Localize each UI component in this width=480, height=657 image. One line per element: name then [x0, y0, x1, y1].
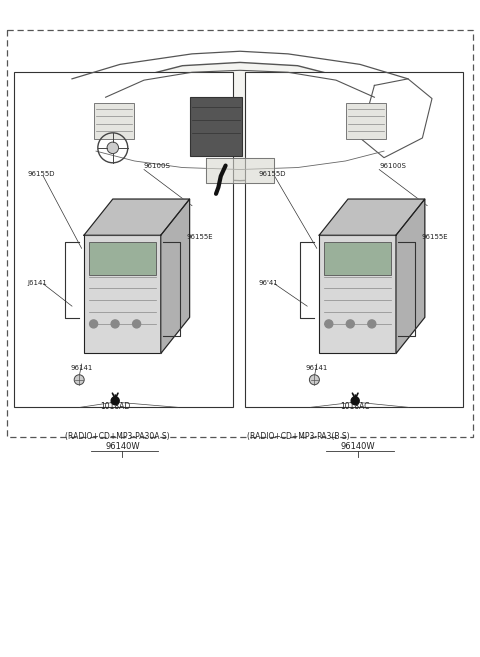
Text: 1018AC: 1018AC — [340, 401, 370, 411]
Bar — [84, 235, 161, 353]
Text: (RADIO+CD+MP3-PA30A S): (RADIO+CD+MP3-PA30A S) — [65, 432, 169, 442]
Text: J6141: J6141 — [27, 279, 47, 286]
Text: 96141: 96141 — [306, 365, 328, 371]
Text: (RADIO+CD+MP3-PA3(B S): (RADIO+CD+MP3-PA3(B S) — [247, 432, 350, 442]
Circle shape — [310, 374, 319, 385]
Polygon shape — [48, 62, 422, 181]
Text: 96140W: 96140W — [105, 442, 140, 451]
Circle shape — [111, 397, 119, 405]
Text: 96100S: 96100S — [144, 163, 171, 170]
Bar — [7, 30, 473, 437]
Bar — [14, 72, 233, 407]
Circle shape — [90, 320, 97, 328]
Text: 96155D: 96155D — [27, 171, 55, 177]
Polygon shape — [360, 79, 432, 158]
Circle shape — [107, 142, 119, 154]
Text: 96100S: 96100S — [379, 163, 406, 170]
Circle shape — [325, 320, 333, 328]
Bar — [245, 72, 463, 407]
Circle shape — [132, 320, 141, 328]
Circle shape — [368, 320, 376, 328]
Text: 96155D: 96155D — [258, 171, 286, 177]
Text: 96141: 96141 — [71, 365, 93, 371]
Circle shape — [351, 397, 359, 405]
Polygon shape — [396, 199, 425, 353]
Text: 96140W: 96140W — [340, 442, 375, 451]
Bar — [190, 97, 242, 156]
Bar — [94, 103, 134, 139]
Bar — [324, 242, 391, 275]
Text: 1018AD: 1018AD — [100, 401, 131, 411]
Text: 96155E: 96155E — [421, 233, 448, 240]
Bar — [319, 235, 396, 353]
Polygon shape — [161, 199, 190, 353]
Polygon shape — [206, 158, 274, 183]
Polygon shape — [319, 199, 425, 235]
Polygon shape — [84, 199, 190, 235]
Bar — [346, 103, 386, 139]
Circle shape — [111, 320, 119, 328]
Circle shape — [74, 374, 84, 385]
Circle shape — [346, 320, 354, 328]
Text: 96'41: 96'41 — [258, 279, 278, 286]
Bar — [89, 242, 156, 275]
Text: 96155E: 96155E — [186, 233, 213, 240]
